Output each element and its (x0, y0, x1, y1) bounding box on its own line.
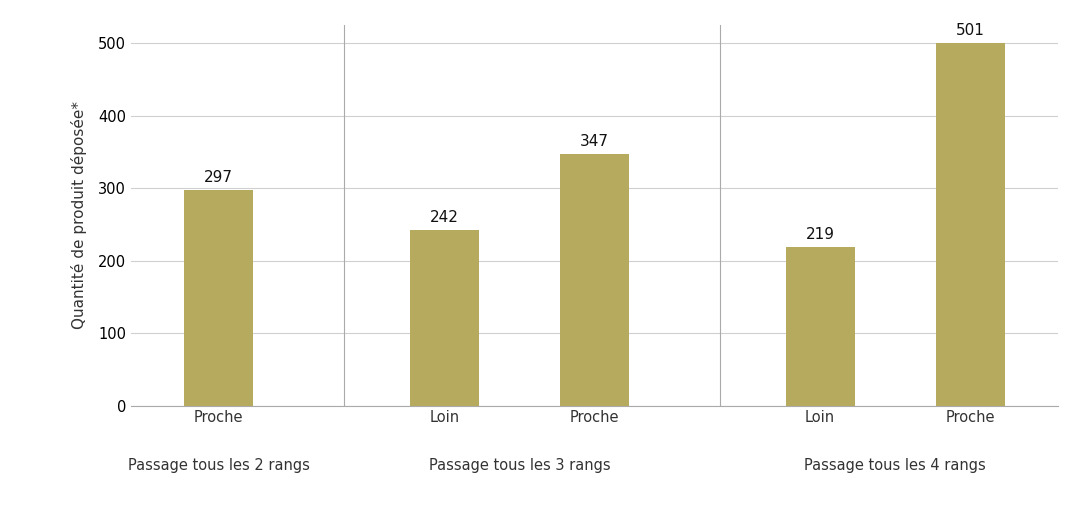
Bar (560, 154, 630, 406)
Text: 297: 297 (204, 170, 233, 186)
Y-axis label: Quantité de produit déposée*: Quantité de produit déposée* (71, 101, 87, 330)
Bar (786, 247, 854, 406)
Bar (410, 230, 479, 406)
Text: 219: 219 (805, 227, 835, 242)
Text: 501: 501 (956, 23, 985, 38)
Bar (936, 43, 1005, 406)
Text: 242: 242 (430, 210, 458, 225)
Text: 347: 347 (580, 134, 609, 149)
Text: Passage tous les 2 rangs: Passage tous les 2 rangs (128, 458, 310, 474)
Bar (184, 191, 253, 406)
Text: Passage tous les 4 rangs: Passage tous les 4 rangs (804, 458, 986, 474)
Text: Passage tous les 3 rangs: Passage tous les 3 rangs (429, 458, 610, 474)
